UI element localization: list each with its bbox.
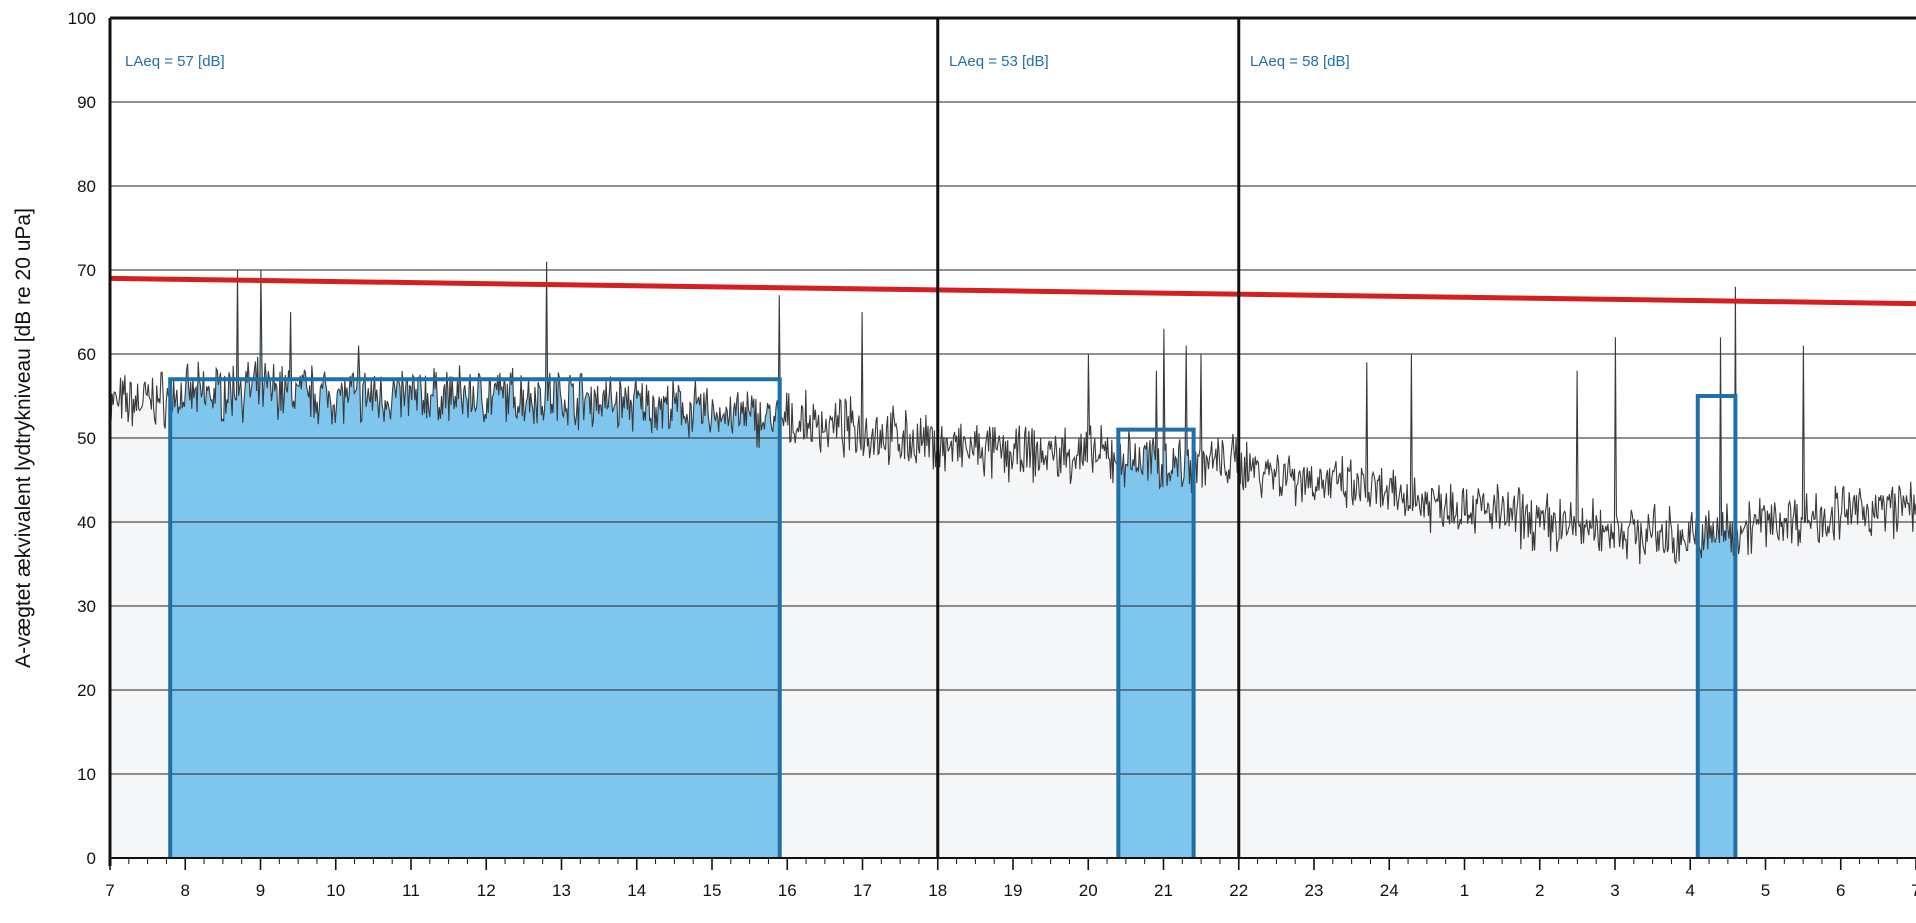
- x-tick-label: 14: [627, 881, 646, 900]
- y-tick-label: 70: [77, 261, 96, 280]
- x-tick-label: 23: [1305, 881, 1324, 900]
- highlight-windows: [168, 377, 1738, 858]
- y-tick-label: 50: [77, 429, 96, 448]
- x-tick-label: 10: [326, 881, 345, 900]
- level-trace: [109, 261, 1916, 565]
- x-tick-label: 7: [1911, 881, 1916, 900]
- period-dividers: [936, 18, 1241, 858]
- x-tick-label: 18: [928, 881, 947, 900]
- x-tick-label: 2: [1535, 881, 1544, 900]
- x-tick-label: 24: [1380, 881, 1399, 900]
- y-tick-label: 30: [77, 597, 96, 616]
- x-tick-label: 17: [853, 881, 872, 900]
- x-tick-label: 20: [1079, 881, 1098, 900]
- window-outline-1: [168, 377, 782, 858]
- y-tick-label: 20: [77, 681, 96, 700]
- x-tick-label: 1: [1460, 881, 1469, 900]
- x-tick-label: 15: [703, 881, 722, 900]
- y-tick-label: 80: [77, 177, 96, 196]
- area-fill-layer: [110, 261, 1916, 859]
- x-tick-label: 6: [1836, 881, 1845, 900]
- laeq-label-night: LAeq = 58 [dB]: [1250, 53, 1350, 70]
- x-tick-label: 9: [256, 881, 265, 900]
- y-tick-label: 10: [77, 765, 96, 784]
- laeq-label-day: LAeq = 57 [dB]: [125, 53, 225, 70]
- limit-line: [109, 275, 1916, 307]
- trace-line: [109, 261, 1916, 565]
- y-tick-label: 90: [77, 93, 96, 112]
- x-tick-label: 5: [1761, 881, 1770, 900]
- axes: [108, 16, 1916, 870]
- laeq-label-evening: LAeq = 53 [dB]: [949, 53, 1049, 70]
- x-tick-label: 21: [1154, 881, 1173, 900]
- x-tick-label: 22: [1229, 881, 1248, 900]
- window-outline-3: [1695, 394, 1738, 858]
- window-fill-3: [1697, 286, 1736, 858]
- x-tick-label: 7: [105, 881, 114, 900]
- x-tick-label: 13: [552, 881, 571, 900]
- x-tick-label: 3: [1610, 881, 1619, 900]
- x-tick-label: 16: [778, 881, 797, 900]
- window-outline-2: [1116, 427, 1196, 858]
- limit-line-layer: [109, 275, 1916, 307]
- window-fill-2: [1118, 328, 1194, 858]
- window-fill-1: [170, 261, 780, 859]
- x-tick-label: 12: [477, 881, 496, 900]
- y-tick-label: 0: [87, 849, 96, 868]
- y-tick-label: 100: [68, 9, 96, 28]
- x-tick-label: 8: [181, 881, 190, 900]
- y-axis-label: A-vægtet ækvivalent lydtrykniveau [dB re…: [12, 208, 35, 668]
- x-tick-label: 19: [1004, 881, 1023, 900]
- x-tick-label: 11: [402, 881, 420, 900]
- y-tick-label: 60: [77, 345, 96, 364]
- x-tick-label: 4: [1686, 881, 1695, 900]
- y-tick-label: 40: [77, 513, 96, 532]
